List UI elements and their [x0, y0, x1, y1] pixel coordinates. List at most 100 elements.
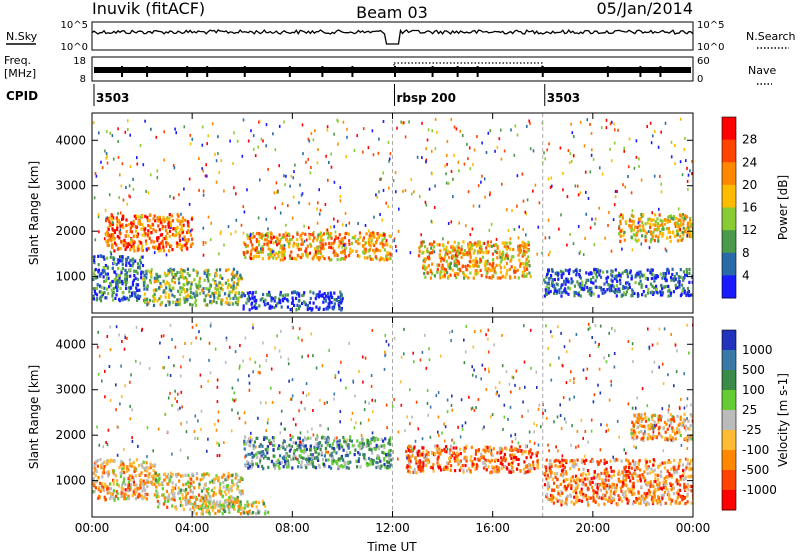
scatter-cell: [438, 254, 441, 258]
scatter-cell: [485, 271, 488, 275]
scatter-cell: [189, 233, 193, 237]
scatter-cell: [253, 440, 256, 444]
scatter-cell: [129, 229, 132, 233]
scatter-cell: [549, 459, 552, 463]
scatter-cell: [345, 223, 347, 227]
scatter-cell: [185, 502, 188, 506]
scatter-cell: [137, 244, 140, 248]
scatter-cell: [632, 220, 635, 224]
scatter-cell: [189, 133, 192, 137]
scatter-cell: [510, 445, 513, 449]
scatter-cell: [138, 288, 141, 292]
scatter-cell: [126, 274, 129, 278]
scatter-cell: [222, 485, 225, 489]
scatter-cell: [243, 210, 246, 214]
scatter-cell: [121, 162, 124, 166]
scatter-cell: [278, 239, 281, 244]
scatter-cell: [146, 484, 149, 489]
scatter-cell: [239, 500, 242, 504]
scatter-cell: [634, 281, 637, 285]
scatter-cell: [383, 458, 386, 462]
scatter-cell: [649, 225, 652, 230]
scatter-cell: [600, 471, 603, 475]
scatter-cell: [123, 238, 126, 242]
scatter-cell: [106, 130, 108, 134]
scatter-cell: [669, 483, 673, 488]
scatter-cell: [333, 449, 336, 454]
scatter-cell: [275, 304, 278, 308]
scatter-cell: [144, 473, 147, 478]
scatter-cell: [591, 148, 593, 152]
scatter-cell: [585, 271, 588, 275]
scatter-cell: [650, 218, 653, 222]
scatter-cell: [169, 269, 172, 273]
scatter-cell: [260, 232, 263, 236]
scatter-cell: [372, 462, 375, 466]
scatter-cell: [372, 153, 375, 157]
scatter-cell: [143, 287, 146, 291]
scatter-cell: [428, 187, 431, 191]
scatter-cell: [212, 493, 215, 498]
scatter-cell: [389, 436, 392, 440]
scatter-cell: [432, 469, 435, 473]
scatter-cell: [679, 160, 682, 164]
scatter-cell: [109, 235, 112, 239]
scatter-cell: [181, 248, 183, 252]
scatter-cell: [335, 251, 338, 256]
scatter-cell: [475, 260, 478, 264]
scatter-cell: [119, 463, 122, 467]
scatter-cell: [234, 476, 237, 480]
scatter-cell: [404, 189, 407, 192]
scatter-cell: [425, 453, 428, 457]
scatter-cell: [654, 473, 657, 477]
scatter-cell: [383, 258, 386, 262]
scatter-cell: [613, 141, 616, 145]
scatter-cell: [317, 307, 320, 311]
scatter-cell: [357, 459, 360, 463]
scatter-cell: [114, 474, 118, 478]
scatter-cell: [616, 290, 619, 294]
scatter-cell: [112, 287, 115, 291]
scatter-cell: [319, 238, 322, 243]
scatter-cell: [118, 466, 121, 470]
scatter-cell: [195, 476, 199, 480]
scatter-cell: [502, 250, 505, 254]
scatter-cell: [170, 278, 174, 282]
scatter-cell: [339, 199, 342, 203]
scatter-cell: [669, 230, 672, 234]
scatter-cell: [593, 243, 596, 247]
scatter-cell: [491, 258, 495, 262]
scatter-cell: [468, 249, 471, 253]
scatter-cell: [293, 256, 296, 260]
scatter-cell: [669, 239, 672, 243]
colorbar-tick-label: 28: [742, 133, 757, 147]
scatter-cell: [558, 460, 562, 464]
scatter-cell: [120, 459, 123, 463]
scatter-cell: [548, 142, 550, 146]
scatter-cell: [255, 254, 258, 259]
scatter-cell: [419, 245, 422, 249]
scatter-cell: [326, 231, 329, 235]
scatter-cell: [345, 155, 347, 159]
scatter-cell: [155, 495, 158, 499]
scatter-cell: [227, 225, 230, 229]
scatter-cell: [249, 237, 252, 241]
scatter-cell: [439, 276, 442, 280]
scatter-cell: [309, 171, 312, 175]
scatter-cell: [180, 219, 183, 223]
scatter-cell: [202, 243, 205, 247]
scatter-cell: [549, 250, 551, 254]
scatter-cell: [321, 294, 324, 298]
scatter-cell: [421, 156, 423, 160]
scatter-cell: [657, 145, 660, 149]
scatter-cell: [298, 443, 301, 448]
scatter-cell: [229, 283, 232, 287]
scatter-cell: [340, 292, 343, 296]
scatter-cell: [464, 274, 467, 278]
scatter-cell: [456, 451, 459, 455]
scatter-cell: [284, 183, 286, 187]
scatter-cell: [158, 473, 161, 477]
scatter-cell: [171, 270, 174, 274]
scatter-cell: [522, 227, 524, 231]
scatter-cell: [685, 485, 688, 489]
